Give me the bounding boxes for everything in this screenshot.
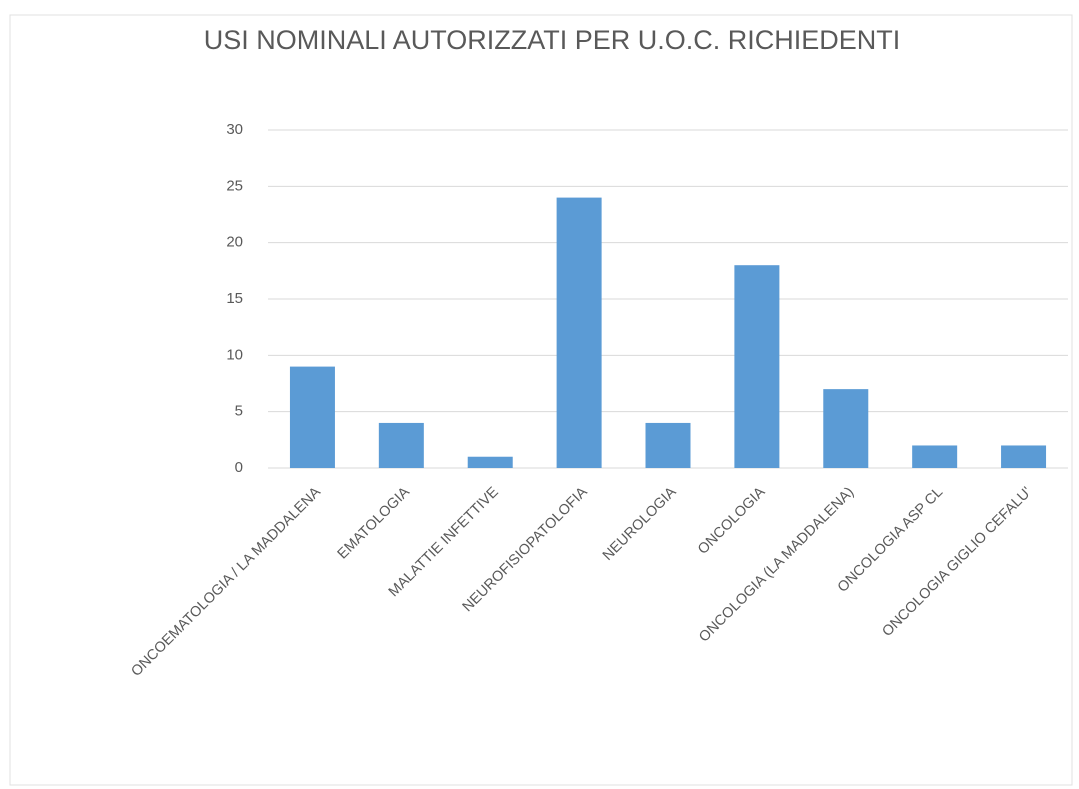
bar [378,422,424,468]
y-tick-label: 30 [226,121,243,138]
bar [823,389,869,468]
y-tick-label: 15 [226,290,243,307]
bar [289,366,335,468]
bar [1001,445,1047,468]
y-tick-label: 25 [226,177,243,194]
bar [734,265,780,468]
y-tick-label: 5 [235,403,243,420]
y-tick-label: 20 [226,234,243,251]
bar [645,422,691,468]
y-tick-label: 0 [235,459,243,476]
bar [467,456,513,468]
bar [556,197,602,468]
y-tick-label: 10 [226,346,243,363]
bar [912,445,958,468]
chart-title: USI NOMINALI AUTORIZZATI PER U.O.C. RICH… [204,25,901,55]
chart-border [9,14,1073,786]
